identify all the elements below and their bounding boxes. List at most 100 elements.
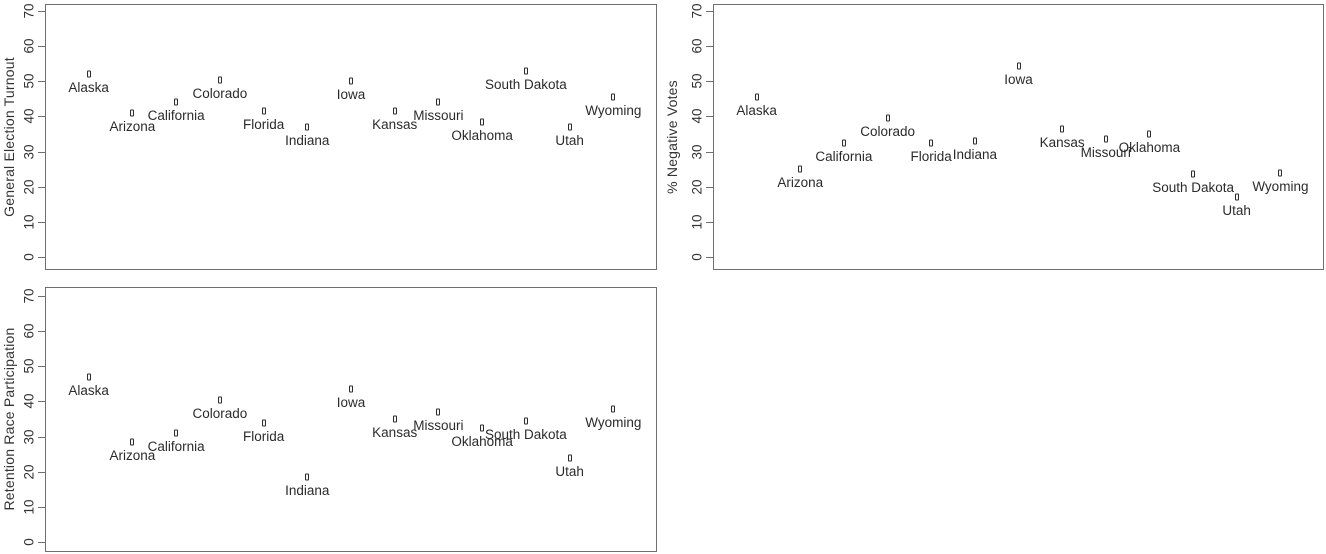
point-label-california: California <box>147 439 205 455</box>
y-tick-mark <box>38 116 45 118</box>
y-tick-mark <box>38 11 45 12</box>
scatter-point-florida <box>929 139 934 147</box>
scatter-point-alaska <box>86 373 91 381</box>
y-tick-label: 20 <box>21 179 37 195</box>
scatter-point-south-dakota <box>523 67 528 75</box>
scatter-point-utah <box>567 454 572 462</box>
y-tick-mark <box>38 81 45 83</box>
scatter-point-colorado <box>217 396 222 404</box>
point-label-arizona: Arizona <box>777 175 824 191</box>
y-tick-mark <box>38 46 45 48</box>
y-tick-label: 40 <box>21 393 37 409</box>
point-label-south-dakota: South Dakota <box>1152 180 1234 196</box>
plot-frame <box>713 4 1324 270</box>
y-tick-mark <box>38 186 45 188</box>
y-tick-label: 60 <box>21 38 37 54</box>
scatter-point-california <box>174 98 179 106</box>
y-tick-label: 20 <box>689 179 705 195</box>
y-tick-mark <box>706 186 713 188</box>
point-label-kansas: Kansas <box>372 425 418 440</box>
scatter-point-arizona <box>798 165 803 173</box>
y-tick-label: 10 <box>21 499 37 515</box>
point-label-florida: Florida <box>242 428 285 444</box>
point-label-indiana: Indiana <box>285 133 330 148</box>
point-label-iowa: Iowa <box>336 87 366 103</box>
scatter-point-colorado <box>885 114 890 122</box>
point-label-colorado: Colorado <box>192 85 248 101</box>
y-tick-mark <box>38 542 45 543</box>
point-label-oklahoma: Oklahoma <box>1118 140 1181 155</box>
point-label-utah: Utah <box>1222 203 1251 219</box>
y-tick-label: 60 <box>689 38 705 54</box>
scatter-point-wyoming <box>1278 169 1283 177</box>
point-label-alaska: Alaska <box>68 382 109 398</box>
point-label-iowa: Iowa <box>1004 71 1033 87</box>
scatter-point-oklahoma <box>1147 130 1152 138</box>
point-label-utah: Utah <box>555 463 584 479</box>
y-tick-label: 30 <box>21 144 37 160</box>
y-tick-mark <box>706 257 713 258</box>
scatter-point-kansas <box>392 107 397 115</box>
y-tick-mark <box>38 257 45 258</box>
y-tick-label: 10 <box>689 214 705 230</box>
plot-frame <box>45 4 657 270</box>
y-axis-title: Retention Race Participation <box>1 327 17 511</box>
scatter-point-iowa <box>349 385 353 393</box>
y-tick-label: 50 <box>689 73 705 89</box>
scatter-point-utah <box>567 123 572 131</box>
plot-frame <box>45 287 657 552</box>
scatter-point-alaska <box>754 93 759 101</box>
scatter-point-kansas <box>1060 125 1065 133</box>
point-label-iowa: Iowa <box>336 395 366 411</box>
point-label-arizona: Arizona <box>109 118 156 134</box>
point-label-oklahoma: Oklahoma <box>451 433 513 449</box>
point-label-wyoming: Wyoming <box>585 414 642 430</box>
scatter-point-florida <box>261 107 266 115</box>
point-label-arizona: Arizona <box>109 447 156 463</box>
y-tick-label: 20 <box>21 464 37 480</box>
y-tick-label: 50 <box>21 73 37 89</box>
y-tick-mark <box>706 151 713 153</box>
plot-panel-retention-race-participation: Retention Race Participation 0 10 20 30 40 50… <box>0 277 663 554</box>
scatter-point-california <box>174 429 179 437</box>
scatter-point-missouri <box>1103 135 1108 143</box>
y-tick-mark <box>706 11 713 12</box>
y-tick-mark <box>706 116 713 118</box>
point-label-missouri: Missouri <box>413 108 464 124</box>
point-label-colorado: Colorado <box>860 124 915 140</box>
y-tick-label: 40 <box>689 108 705 124</box>
y-tick-mark <box>38 506 45 508</box>
point-label-alaska: Alaska <box>736 103 777 119</box>
y-tick-mark <box>706 81 713 83</box>
y-tick-mark <box>38 331 45 333</box>
plot-panel-general-election-turnout: General Election Turnout 0 10 20 30 40 50 60 70… <box>0 0 663 277</box>
scatter-point-south-dakota <box>523 417 528 425</box>
scatter-point-arizona <box>130 109 135 117</box>
y-axis-title: % Negative Votes <box>664 80 680 194</box>
scatter-point-wyoming <box>611 405 616 412</box>
y-tick-label: 0 <box>689 253 705 261</box>
scatter-point-alaska <box>86 70 91 78</box>
y-tick-mark <box>38 401 45 403</box>
point-label-alaska: Alaska <box>68 80 109 96</box>
scatter-point-iowa <box>349 77 353 85</box>
point-label-california: California <box>147 108 205 124</box>
point-label-california: California <box>815 148 873 164</box>
scatter-point-oklahoma <box>480 424 485 432</box>
scatter-point-indiana <box>305 473 310 481</box>
scatter-point-colorado <box>217 76 222 83</box>
scatter-point-missouri <box>436 408 441 416</box>
point-label-wyoming: Wyoming <box>1252 178 1309 194</box>
scatter-point-indiana <box>305 123 310 131</box>
scatter-point-kansas <box>392 415 397 423</box>
point-label-south-dakota: South Dakota <box>484 76 567 92</box>
y-tick-label: 10 <box>21 214 37 230</box>
y-tick-mark <box>38 436 45 438</box>
y-tick-mark <box>38 296 45 297</box>
point-label-kansas: Kansas <box>1039 134 1085 150</box>
y-axis-title: General Election Turnout <box>1 57 17 217</box>
scatter-point-california <box>841 139 846 147</box>
scatter-point-iowa <box>1016 62 1021 69</box>
scatter-point-utah <box>1234 193 1239 201</box>
